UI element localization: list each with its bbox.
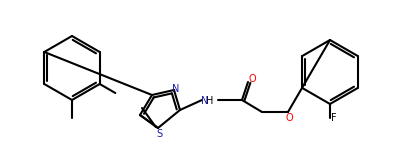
Text: H: H bbox=[206, 96, 214, 106]
Text: O: O bbox=[248, 74, 256, 84]
Text: O: O bbox=[285, 113, 293, 123]
Text: N: N bbox=[201, 96, 209, 106]
Text: F: F bbox=[331, 113, 337, 123]
Text: N: N bbox=[172, 84, 180, 94]
Text: S: S bbox=[156, 129, 162, 139]
